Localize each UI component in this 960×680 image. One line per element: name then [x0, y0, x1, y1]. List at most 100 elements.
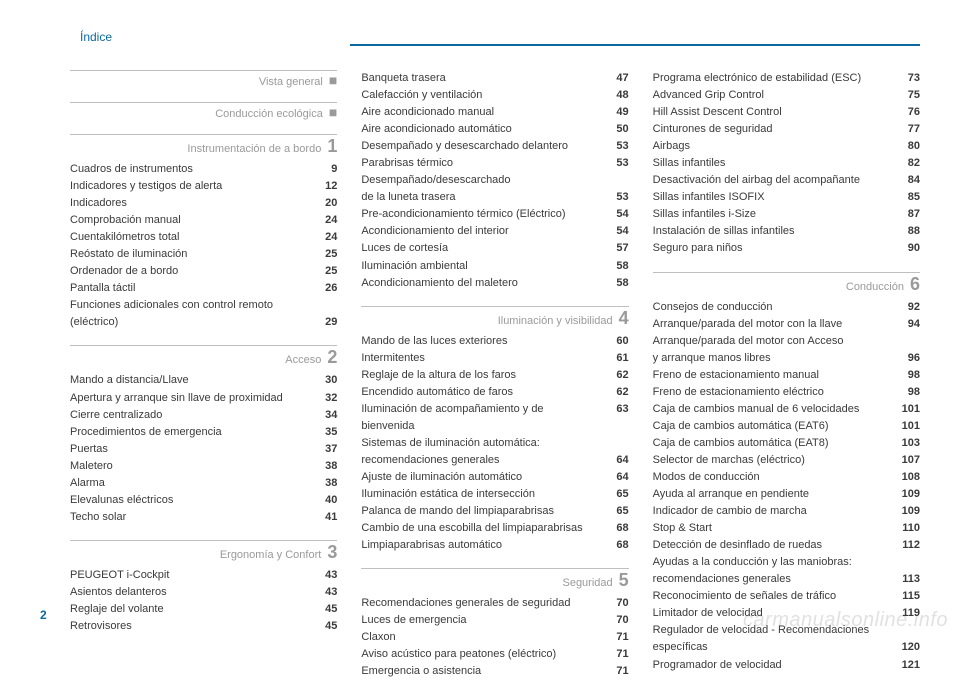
toc-entry: Aire acondicionado automático50: [361, 121, 628, 138]
toc-entry: Freno de estacionamiento manual98: [653, 367, 920, 384]
toc-entry-page: 65: [605, 486, 629, 503]
toc-entry-label: Procedimientos de emergencia: [70, 424, 313, 441]
toc-entry-label: Alarma: [70, 475, 313, 492]
toc-entry-page: 53: [605, 155, 629, 172]
toc-entry: Reglaje del volante45: [70, 601, 337, 618]
toc-entry-page: 70: [605, 595, 629, 612]
toc-entry-page: 37: [313, 441, 337, 458]
toc-entry: Procedimientos de emergencia35: [70, 424, 337, 441]
toc-entry: Mando a distancia/Llave30: [70, 372, 337, 389]
page-header: Índice: [80, 30, 112, 44]
header-rule: [350, 44, 920, 46]
toc-entry: Palanca de mando del limpiaparabrisas65: [361, 503, 628, 520]
toc-entry-label: Arranque/parada del motor con la llave: [653, 316, 896, 333]
toc-entry-page: 76: [896, 104, 920, 121]
toc-entry-page: 73: [896, 70, 920, 87]
toc-entry-label: recomendaciones generales: [653, 571, 896, 588]
section-title: Conducción ecológica: [215, 108, 323, 120]
toc-entry-label: Modos de conducción: [653, 469, 896, 486]
toc-entry: Acondicionamiento del maletero58: [361, 275, 628, 292]
toc-entry-label: Stop & Start: [653, 520, 896, 537]
toc-entry-label: Detección de desinflado de ruedas: [653, 537, 896, 554]
toc-entry: Elevalunas eléctricos40: [70, 492, 337, 509]
toc-entry: Puertas37: [70, 441, 337, 458]
toc-entry-page: 20: [313, 195, 337, 212]
toc-entry-page: 94: [896, 316, 920, 333]
toc-entry-page: 64: [605, 469, 629, 486]
toc-entry-page: 24: [313, 212, 337, 229]
toc-entry-label: de la luneta trasera: [361, 189, 604, 206]
toc-entry-page: 103: [896, 435, 920, 452]
toc-entry-page: 48: [605, 87, 629, 104]
toc-entry-label: Mando de las luces exteriores: [361, 333, 604, 350]
toc-entry-label: Recomendaciones generales de seguridad: [361, 595, 604, 612]
toc-entry-page: 84: [896, 172, 920, 189]
toc-entry-label: Cierre centralizado: [70, 407, 313, 424]
toc-entry-label: y arranque manos libres: [653, 350, 896, 367]
toc-entry: Retrovisores45: [70, 618, 337, 635]
toc-entry: Consejos de conducción92: [653, 299, 920, 316]
toc-entry: Sistemas de iluminación automática:: [361, 435, 628, 452]
toc-entry-label: Aviso acústico para peatones (eléctrico): [361, 646, 604, 663]
toc-entry: Indicador de cambio de marcha109: [653, 503, 920, 520]
toc-entry: Luces de cortesía57: [361, 240, 628, 257]
toc-entry-label: Seguro para niños: [653, 240, 896, 257]
toc-entry: específicas120: [653, 639, 920, 656]
toc-entry-page: 43: [313, 584, 337, 601]
toc-entry-page: 45: [313, 601, 337, 618]
toc-entry-page: 43: [313, 567, 337, 584]
toc-entry-label: Reóstato de iluminación: [70, 246, 313, 263]
toc-entry: Programador de velocidad121: [653, 657, 920, 674]
toc-entry: Funciones adicionales con control remoto: [70, 297, 337, 314]
toc-entry-label: Mando a distancia/Llave: [70, 372, 313, 389]
toc-entry: Ayuda al arranque en pendiente109: [653, 486, 920, 503]
toc-entry: Apertura y arranque sin llave de proximi…: [70, 390, 337, 407]
toc-entry: recomendaciones generales64: [361, 452, 628, 469]
toc-entry-label: Iluminación ambiental: [361, 258, 604, 275]
section-marker: ■: [329, 73, 337, 87]
toc-entry: Intermitentes61: [361, 350, 628, 367]
section-marker: 1: [327, 137, 337, 155]
toc-entry: Selector de marchas (eléctrico)107: [653, 452, 920, 469]
toc-entry-page: 121: [896, 657, 920, 674]
section-title: Ergonomía y Confort: [220, 549, 322, 561]
toc-entry: Desempañado y desescarchado delantero53: [361, 138, 628, 155]
toc-entry-page: 50: [605, 121, 629, 138]
toc-entry: Indicadores y testigos de alerta12: [70, 178, 337, 195]
section-heading: Acceso2: [70, 348, 337, 366]
toc-entry-page: 29: [313, 314, 337, 331]
toc-entry: Cinturones de seguridad77: [653, 121, 920, 138]
toc-entry: Desactivación del airbag del acompañante…: [653, 172, 920, 189]
toc-entry-label: Programa electrónico de estabilidad (ESC…: [653, 70, 896, 87]
toc-entry-page: 40: [313, 492, 337, 509]
toc-entry-label: Luces de emergencia: [361, 612, 604, 629]
toc-entry-label: Desactivación del airbag del acompañante: [653, 172, 896, 189]
toc-columns: Vista general■Conducción ecológica■Instr…: [70, 70, 920, 680]
toc-entry: de la luneta trasera53: [361, 189, 628, 206]
toc-entry-page: 35: [313, 424, 337, 441]
toc-entry-page: 53: [605, 189, 629, 206]
toc-entry: Ordenador de a bordo25: [70, 263, 337, 280]
section-rule: [70, 134, 337, 135]
toc-entry: Iluminación de acompañamiento y de bienv…: [361, 401, 628, 435]
toc-entry-label: Reglaje de la altura de los faros: [361, 367, 604, 384]
section-heading: Conducción6: [653, 275, 920, 293]
toc-entry: Mando de las luces exteriores60: [361, 333, 628, 350]
toc-entry-label: Asientos delanteros: [70, 584, 313, 601]
toc-entry: Stop & Start110: [653, 520, 920, 537]
section-rule: [653, 272, 920, 273]
watermark: carmanualsonline.info: [743, 609, 948, 632]
toc-entry: recomendaciones generales113: [653, 571, 920, 588]
section-heading: Iluminación y visibilidad4: [361, 309, 628, 327]
toc-entry-label: recomendaciones generales: [361, 452, 604, 469]
section-heading: Seguridad5: [361, 571, 628, 589]
toc-entry-label: Maletero: [70, 458, 313, 475]
toc-entry-label: Parabrisas térmico: [361, 155, 604, 172]
toc-entry-page: 101: [896, 401, 920, 418]
toc-entry-page: 109: [896, 503, 920, 520]
toc-entry: Cambio de una escobilla del limpiaparabr…: [361, 520, 628, 537]
toc-entry-label: Selector de marchas (eléctrico): [653, 452, 896, 469]
toc-entry: Reconocimiento de señales de tráfico115: [653, 588, 920, 605]
toc-entry-label: Caja de cambios manual de 6 velocidades: [653, 401, 896, 418]
toc-entry-page: 62: [605, 384, 629, 401]
